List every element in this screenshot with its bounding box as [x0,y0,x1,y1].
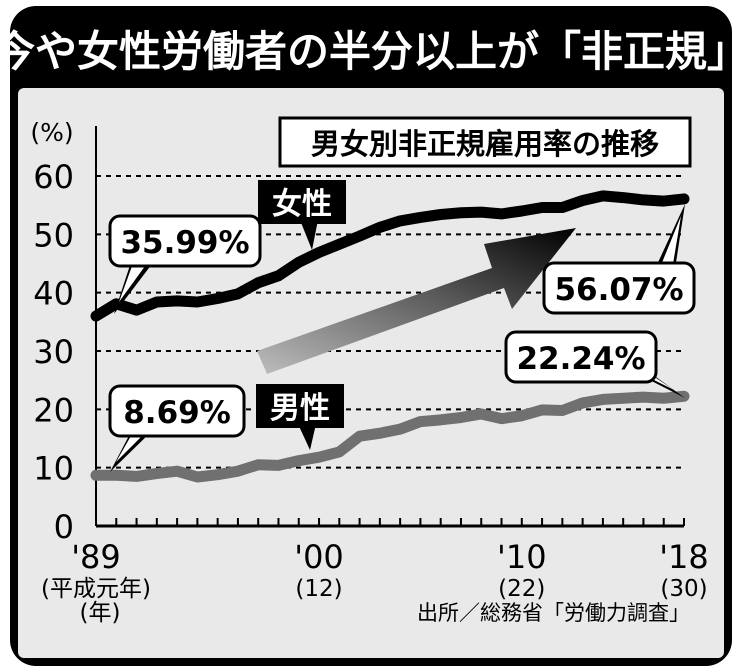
x-tick-label: '89 [71,538,121,576]
legend-men-label: 男性 [270,391,330,426]
x-tick-label: '18 [659,538,709,576]
x-tick-sublabel: (30) [660,576,707,602]
y-tick-label: 0 [54,508,74,546]
x-tick-labels: '89(平成元年) '00(12) '10(22) '18(30) [41,538,709,602]
women-start-value: 35.99% [120,225,249,261]
y-tick-label: 30 [33,333,74,371]
chart-title-box [278,116,692,168]
callout-women-start: 35.99% [108,214,262,314]
callout-men-start: 8.69% [108,384,246,472]
y-tick-label: 60 [33,158,74,196]
headline: 今や女性労働者の半分以上が「非正規」 [10,27,732,76]
legend-men: 男性 [256,384,344,450]
callout-women-end: 56.07% [542,204,696,315]
x-tick-sublabel: (22) [498,576,545,602]
men-start-value: 8.69% [123,395,231,431]
legend-women-label: 女性 [272,187,332,222]
series-line-women [90,190,690,322]
trend-arrow [257,228,576,374]
y-axis-label: (%) [30,118,73,147]
x-tick-sublabel: (12) [295,576,342,602]
men-end-value: 22.24% [516,341,645,377]
series-line-men [90,390,690,483]
chart-frame: 今や女性労働者の半分以上が「非正規」 男女別非正規雇用率の推移 (%) 0 10 2… [0,6,742,666]
x-tick-sublabel: (平成元年) [41,576,151,602]
women-end-value: 56.07% [554,272,683,308]
x-tick-label: '10 [497,538,547,576]
chart-title: 男女別非正規雇用率の推移 [311,127,659,161]
y-tick-label: 40 [33,275,74,313]
source-note: 出所／総務省「労働力調査」 [417,601,690,625]
y-tick-labels: 0 10 20 30 40 50 60 [33,158,74,546]
legend-women: 女性 [258,180,346,250]
x-axis-label: (年) [80,600,121,626]
y-tick-label: 50 [33,216,74,254]
series-lines [90,190,690,483]
y-tick-label: 20 [33,391,74,429]
y-tick-label: 10 [33,450,74,488]
x-tick-label: '00 [294,538,344,576]
callout-men-end: 22.24% [504,330,685,398]
chart-svg: 今や女性労働者の半分以上が「非正規」 男女別非正規雇用率の推移 (%) 0 10 2… [0,6,742,666]
